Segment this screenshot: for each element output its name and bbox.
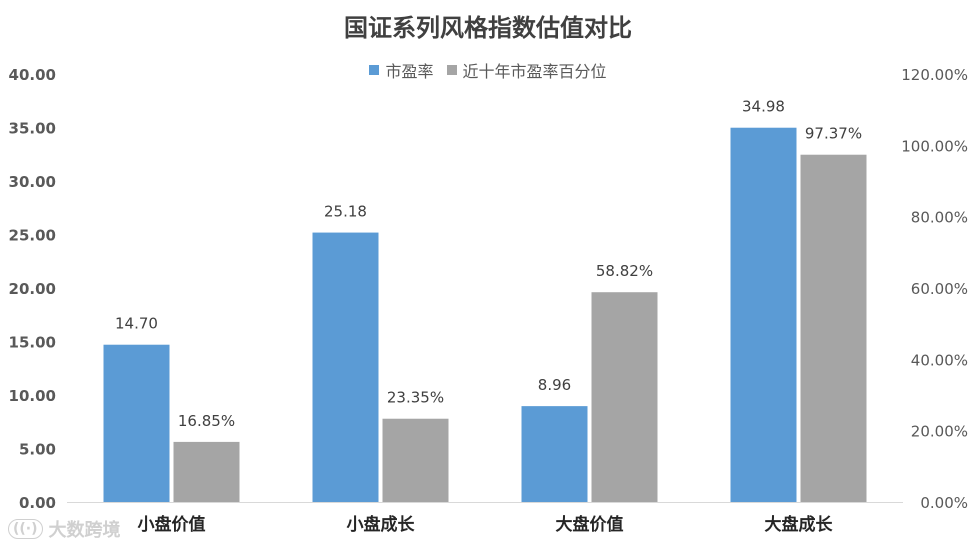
y-left-tick-label: 30.00 bbox=[9, 173, 56, 191]
watermark-logo: ((·) bbox=[8, 519, 43, 539]
legend-label-pe: 市盈率 bbox=[385, 62, 434, 81]
data-label-percentile: 97.37% bbox=[805, 125, 862, 143]
data-label-percentile: 58.82% bbox=[596, 262, 653, 280]
chart-title: 国证系列风格指数估值对比 bbox=[344, 13, 632, 42]
legend-swatch-percentile bbox=[446, 65, 457, 75]
legend-item-percentile: 近十年市盈率百分位 bbox=[446, 58, 607, 82]
legend-item-pe: 市盈率 bbox=[369, 58, 433, 82]
bar-percentile bbox=[800, 154, 867, 502]
y-right-tick-label: 40.00% bbox=[911, 351, 968, 369]
y-left-tick-label: 15.00 bbox=[9, 334, 56, 352]
y-left-tick-label: 35.00 bbox=[9, 120, 56, 138]
watermark-text: 大数跨境 bbox=[48, 520, 121, 541]
y-left-tick-label: 20.00 bbox=[9, 280, 56, 298]
y-right-tick-label: 20.00% bbox=[911, 423, 968, 441]
bar-percentile bbox=[382, 418, 449, 502]
watermark: ((·) 大数跨境 bbox=[8, 516, 121, 542]
y-right-tick-label: 120.00% bbox=[901, 66, 968, 84]
data-label-percentile: 16.85% bbox=[178, 412, 235, 430]
legend-swatch-pe bbox=[369, 65, 380, 75]
y-right-tick-label: 60.00% bbox=[911, 280, 968, 298]
x-tick-label: 小盘价值 bbox=[138, 514, 206, 535]
y-left-tick-label: 10.00 bbox=[9, 387, 56, 405]
data-label-pe: 25.18 bbox=[324, 203, 367, 221]
y-left-tick-label: 5.00 bbox=[19, 441, 56, 459]
y-right-tick-label: 80.00% bbox=[911, 209, 968, 227]
legend: 市盈率 近十年市盈率百分位 bbox=[0, 58, 976, 82]
bar-percentile bbox=[173, 441, 240, 502]
data-label-pe: 14.70 bbox=[115, 315, 158, 333]
data-label-pe: 8.96 bbox=[538, 376, 571, 394]
bar-pe bbox=[312, 232, 379, 502]
data-label-pe: 34.98 bbox=[742, 98, 785, 116]
x-tick-label: 大盘成长 bbox=[765, 514, 834, 535]
bar-pe bbox=[103, 344, 170, 502]
y-left-tick-label: 25.00 bbox=[9, 227, 56, 245]
bar-percentile bbox=[591, 292, 658, 502]
bar-pe bbox=[521, 406, 588, 502]
y-left-tick-label: 0.00 bbox=[19, 494, 56, 512]
y-right-tick-label: 100.00% bbox=[901, 137, 968, 155]
y-right-tick-label: 0.00% bbox=[920, 494, 968, 512]
y-left-tick-label: 40.00 bbox=[9, 66, 56, 84]
data-label-percentile: 23.35% bbox=[387, 389, 444, 407]
legend-label-percentile: 近十年市盈率百分位 bbox=[462, 62, 607, 81]
x-tick-label: 大盘价值 bbox=[556, 514, 624, 535]
x-tick-label: 小盘成长 bbox=[347, 514, 416, 535]
bar-pe bbox=[730, 127, 797, 503]
